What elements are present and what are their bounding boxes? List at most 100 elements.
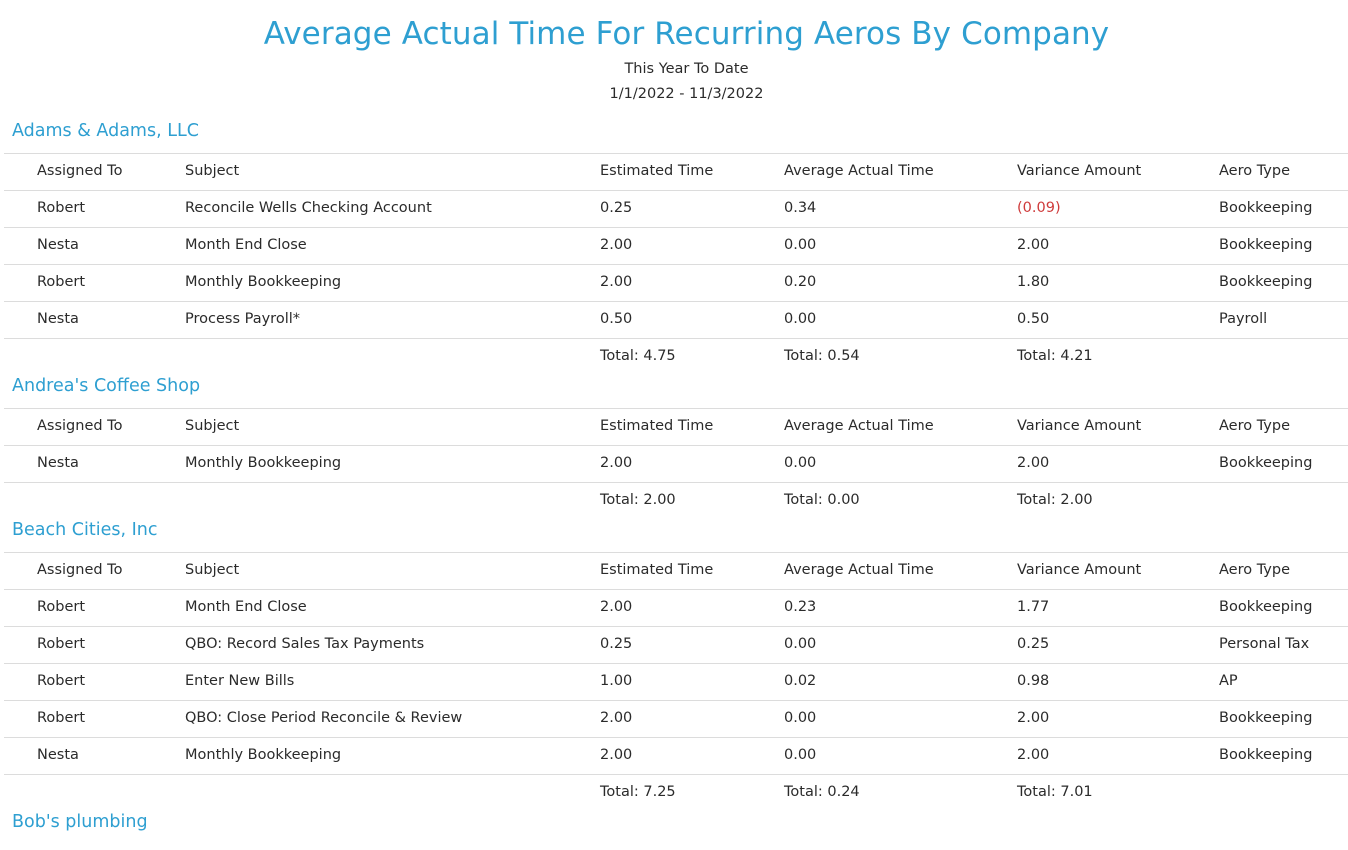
- cell-type: Bookkeeping: [1219, 274, 1313, 290]
- row-divider: [4, 153, 1348, 154]
- total-variance: Total: 7.01: [1017, 784, 1093, 800]
- company-name: Bob's plumbing: [12, 812, 148, 832]
- table-row: Robert Month End Close 2.00 0.23 1.77 Bookkee…: [0, 589, 1348, 626]
- cell-average: 0.00: [784, 455, 817, 471]
- column-header-average: Average Actual Time: [784, 562, 934, 578]
- cell-variance: 0.98: [1017, 673, 1050, 689]
- cell-variance: 2.00: [1017, 710, 1050, 726]
- column-header-type: Aero Type: [1219, 562, 1291, 578]
- cell-assigned: Nesta: [37, 237, 79, 253]
- table-row: Nesta Process Payroll* 0.50 0.00 0.50 Payroll: [0, 301, 1348, 338]
- cell-estimated: 2.00: [600, 599, 633, 615]
- cell-average: 0.00: [784, 747, 817, 763]
- cell-variance: 2.00: [1017, 237, 1050, 253]
- total-average: Total: 0.54: [784, 348, 860, 364]
- cell-assigned: Robert: [37, 710, 86, 726]
- cell-subject: Monthly Bookkeeping: [185, 747, 342, 763]
- cell-estimated: 0.50: [600, 311, 633, 327]
- cell-variance: 0.25: [1017, 636, 1050, 652]
- column-header-variance: Variance Amount: [1017, 562, 1142, 578]
- table-row: Nesta Month End Close 2.00 0.00 2.00 Bookkeep…: [0, 227, 1348, 264]
- table-row: Robert QBO: Record Sales Tax Payments 0.25…: [0, 626, 1348, 663]
- cell-subject: Enter New Bills: [185, 673, 295, 689]
- row-divider: [4, 552, 1348, 553]
- column-header-assigned: Assigned To: [37, 562, 123, 578]
- company-name: Adams & Adams, LLC: [12, 121, 199, 141]
- company-name: Beach Cities, Inc: [12, 520, 158, 540]
- table-row: Robert Reconcile Wells Checking Account 0.…: [0, 190, 1348, 227]
- cell-variance: (0.09): [1017, 200, 1061, 216]
- row-divider: [4, 700, 1348, 701]
- total-average: Total: 0.24: [784, 784, 860, 800]
- cell-estimated: 2.00: [600, 747, 633, 763]
- report-title: Average Actual Time For Recurring Aeros …: [263, 16, 1110, 52]
- cell-average: 0.00: [784, 237, 817, 253]
- column-header-average: Average Actual Time: [784, 418, 934, 434]
- column-header-type: Aero Type: [1219, 163, 1291, 179]
- row-divider: [4, 264, 1348, 265]
- table-header-row: Assigned To Subject Estimated Time Average …: [0, 153, 1348, 190]
- cell-variance: 1.77: [1017, 599, 1050, 615]
- cell-average: 0.20: [784, 274, 817, 290]
- row-divider: [4, 589, 1348, 590]
- cell-subject: QBO: Record Sales Tax Payments: [185, 636, 425, 652]
- column-header-variance: Variance Amount: [1017, 418, 1142, 434]
- report-date-range: 1/1/2022 - 11/3/2022: [609, 86, 764, 102]
- column-header-variance: Variance Amount: [1017, 163, 1142, 179]
- totals-row: Total: 7.25 Total: 0.24 Total: 7.01: [0, 774, 1348, 811]
- row-divider: [4, 626, 1348, 627]
- cell-average: 0.34: [784, 200, 817, 216]
- cell-subject: QBO: Close Period Reconcile & Review: [185, 710, 463, 726]
- table-row: Nesta Monthly Bookkeeping 2.00 0.00 2.00 Book…: [0, 445, 1348, 482]
- row-divider: [4, 408, 1348, 409]
- table-header-row: Assigned To Subject Estimated Time Average …: [0, 552, 1348, 589]
- cell-variance: 1.80: [1017, 274, 1050, 290]
- table-row: Robert Enter New Bills 1.00 0.02 0.98 AP: [0, 663, 1348, 700]
- cell-type: Bookkeeping: [1219, 710, 1313, 726]
- cell-type: Bookkeeping: [1219, 200, 1313, 216]
- row-divider: [4, 663, 1348, 664]
- totals-row: Total: 4.75 Total: 0.54 Total: 4.21: [0, 338, 1348, 375]
- cell-estimated: 2.00: [600, 274, 633, 290]
- total-variance: Total: 2.00: [1017, 492, 1093, 508]
- column-header-estimated: Estimated Time: [600, 163, 714, 179]
- row-divider: [4, 338, 1348, 339]
- cell-type: Personal Tax: [1219, 636, 1310, 652]
- column-header-estimated: Estimated Time: [600, 562, 714, 578]
- total-average: Total: 0.00: [784, 492, 860, 508]
- column-header-subject: Subject: [185, 418, 240, 434]
- cell-estimated: 2.00: [600, 710, 633, 726]
- cell-average: 0.23: [784, 599, 817, 615]
- row-divider: [4, 190, 1348, 191]
- cell-subject: Monthly Bookkeeping: [185, 455, 342, 471]
- totals-row: Total: 2.00 Total: 0.00 Total: 2.00: [0, 482, 1348, 519]
- column-header-type: Aero Type: [1219, 418, 1291, 434]
- cell-type: Payroll: [1219, 311, 1268, 327]
- cell-average: 0.00: [784, 311, 817, 327]
- column-header-subject: Subject: [185, 562, 240, 578]
- row-divider: [4, 482, 1348, 483]
- row-divider: [4, 774, 1348, 775]
- cell-assigned: Nesta: [37, 311, 79, 327]
- cell-average: 0.00: [784, 710, 817, 726]
- cell-estimated: 0.25: [600, 200, 633, 216]
- company-name: Andrea's Coffee Shop: [12, 376, 201, 396]
- row-divider: [4, 445, 1348, 446]
- cell-subject: Reconcile Wells Checking Account: [185, 200, 432, 216]
- cell-subject: Month End Close: [185, 237, 307, 253]
- table-row: Nesta Monthly Bookkeeping 2.00 0.00 2.00 Book…: [0, 737, 1348, 774]
- cell-estimated: 2.00: [600, 455, 633, 471]
- cell-subject: Monthly Bookkeeping: [185, 274, 342, 290]
- cell-estimated: 1.00: [600, 673, 633, 689]
- cell-variance: 0.50: [1017, 311, 1050, 327]
- cell-assigned: Robert: [37, 636, 86, 652]
- column-header-estimated: Estimated Time: [600, 418, 714, 434]
- cell-estimated: 0.25: [600, 636, 633, 652]
- total-estimated: Total: 7.25: [600, 784, 676, 800]
- cell-type: Bookkeeping: [1219, 599, 1313, 615]
- table-header-row: Assigned To Subject Estimated Time Average …: [0, 408, 1348, 445]
- report-period: This Year To Date: [624, 61, 749, 77]
- table-row: Robert Monthly Bookkeeping 2.00 0.20 1.80 Boo…: [0, 264, 1348, 301]
- column-header-subject: Subject: [185, 163, 240, 179]
- total-estimated: Total: 2.00: [600, 492, 676, 508]
